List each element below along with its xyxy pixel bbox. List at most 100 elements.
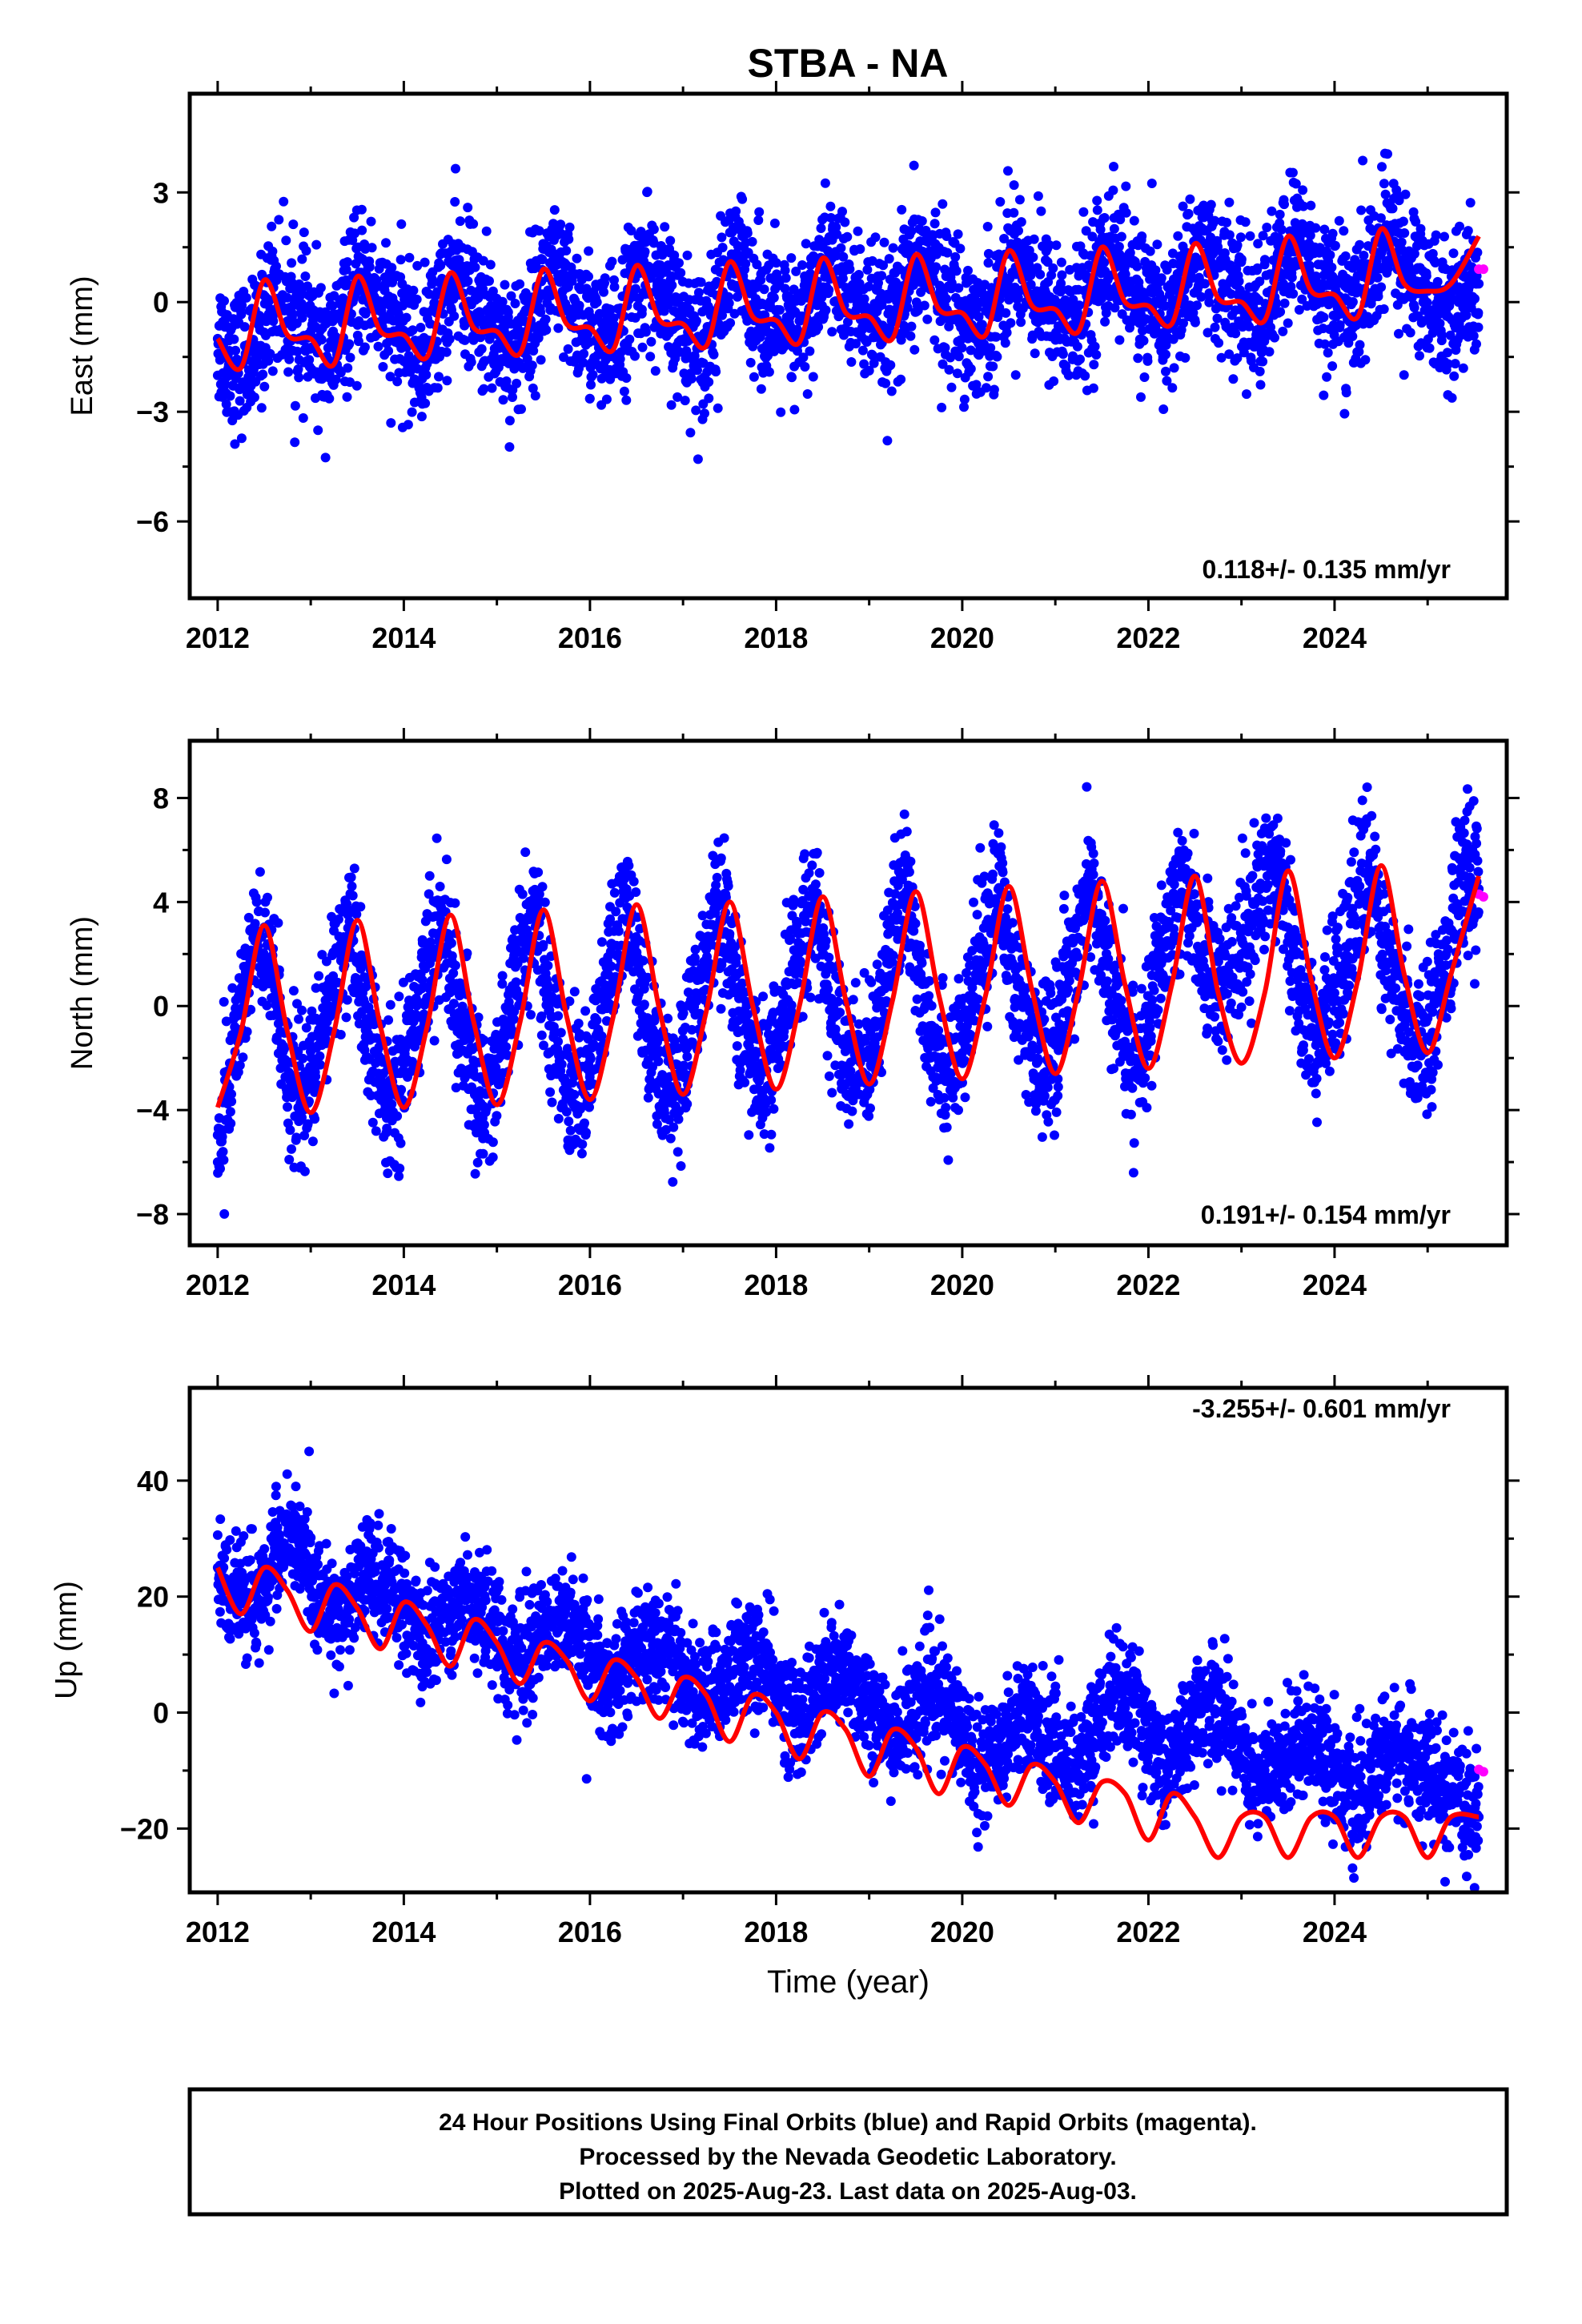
north-data-point (324, 988, 335, 998)
up-data-point (1367, 1777, 1377, 1787)
north-model-line (215, 862, 1481, 1116)
up-data-point (250, 1603, 260, 1614)
north-x-tick-label: 2012 (186, 1269, 250, 1301)
up-data-point (1143, 1731, 1154, 1741)
east-data-point (1460, 290, 1470, 300)
up-y-tick-label: 0 (153, 1697, 169, 1730)
north-data-point (1255, 884, 1265, 895)
north-rate-annotation: 0.191+/- 0.154 mm/yr (1201, 1200, 1451, 1229)
north-data-point (492, 1074, 502, 1084)
north-data-point (1125, 1053, 1135, 1063)
up-data-point (920, 1690, 930, 1700)
up-y-tick-label: −20 (120, 1812, 169, 1845)
up-y-axis-label: Up (mm) (50, 1581, 83, 1699)
up-data-point (1348, 1800, 1359, 1811)
north-data-point (771, 1053, 781, 1063)
up-data-point (1050, 1742, 1061, 1752)
east-model-line (215, 226, 1481, 372)
up-data-point (640, 1632, 651, 1642)
up-x-tick-label: 2022 (1116, 1916, 1180, 1948)
up-data-point (361, 1568, 371, 1578)
up-rapid-orbit-point (1478, 1767, 1488, 1777)
north-data-point (1050, 1039, 1061, 1050)
up-data-point (1255, 1777, 1265, 1787)
up-data-point (1403, 1754, 1414, 1764)
north-data-point (1180, 870, 1191, 881)
east-plot-frame (187, 91, 1509, 601)
up-data-point (1311, 1736, 1321, 1747)
north-data-point (715, 897, 725, 907)
north-data-point (1460, 870, 1470, 881)
east-data-point (1218, 279, 1228, 289)
up-data-point (938, 1696, 949, 1707)
up-data-point (1274, 1765, 1284, 1775)
north-data-point (1236, 949, 1247, 959)
up-plot-frame (187, 1385, 1509, 1895)
up-data-point (231, 1591, 242, 1602)
north-data-point (548, 1022, 558, 1032)
north-plot-frame (187, 738, 1509, 1248)
up-data-point (789, 1713, 800, 1723)
up-data-point (678, 1667, 689, 1677)
figure-title: STBA - NA (748, 41, 949, 86)
east-rapid-orbit-point (1478, 264, 1488, 275)
north-data-point (1106, 988, 1116, 998)
up-data-point (287, 1534, 297, 1544)
north-data-point (845, 1066, 856, 1076)
east-data-point (1311, 275, 1321, 285)
north-data-point (1311, 1039, 1321, 1050)
north-data-point (417, 975, 428, 985)
east-final-orbit-points (212, 148, 1484, 464)
up-data-point (1069, 1765, 1079, 1775)
north-data-point (957, 1047, 967, 1058)
up-data-point (901, 1719, 912, 1729)
north-data-point (510, 962, 520, 972)
east-y-axis-label: East (mm) (66, 275, 99, 416)
up-data-point (529, 1638, 540, 1648)
up-data-point (380, 1580, 391, 1590)
east-panel: 2012 2014 2016 2018 2020 2022 2024 −6 −3 0 3 East (… (66, 81, 1520, 654)
up-x-tick-label: 2012 (186, 1916, 250, 1948)
north-data-point (1013, 995, 1023, 1006)
up-data-point (1236, 1742, 1247, 1752)
north-data-point (1348, 910, 1359, 920)
up-x-tick-label: 2018 (744, 1916, 808, 1948)
up-data-point (548, 1609, 558, 1619)
north-x-tick-label: 2024 (1303, 1269, 1367, 1301)
north-data-point (361, 1014, 371, 1024)
north-x-tick-label: 2020 (930, 1269, 994, 1301)
north-data-point (678, 1066, 689, 1076)
north-y-tick-label: 8 (153, 782, 169, 814)
north-data-point (529, 910, 540, 920)
north-data-point (938, 1063, 949, 1074)
x-axis-label: Time (year) (767, 1964, 930, 2000)
east-data-point (1125, 282, 1135, 292)
north-y-tick-label: −4 (136, 1094, 169, 1127)
up-data-point (417, 1638, 428, 1648)
east-y-tick-label: 0 (153, 286, 169, 319)
north-data-point (1199, 962, 1210, 972)
up-data-point (1087, 1736, 1098, 1747)
north-data-point (1441, 949, 1452, 959)
north-data-point (622, 902, 632, 912)
up-data-point (715, 1679, 725, 1689)
north-data-point (1329, 988, 1339, 998)
north-y-axis-label: North (mm) (66, 916, 99, 1070)
east-y-tick-label: −3 (136, 396, 169, 428)
up-x-tick-label: 2014 (371, 1916, 436, 1948)
up-x-tick-label: 2024 (1303, 1916, 1367, 1948)
north-data-point (455, 1014, 465, 1024)
north-data-point (1162, 936, 1172, 947)
up-data-point (436, 1614, 446, 1625)
north-data-point (1087, 881, 1098, 891)
east-data-point (1403, 271, 1414, 282)
footer-box (187, 2087, 1509, 2217)
up-data-point (604, 1679, 614, 1689)
north-y-tick-label: −8 (136, 1198, 169, 1231)
east-x-tick-label: 2018 (744, 621, 808, 654)
east-data-point (845, 293, 856, 304)
north-data-point (399, 1066, 409, 1076)
north-data-point (306, 1079, 316, 1089)
east-data-point (250, 348, 260, 359)
up-x-tick-label: 2016 (558, 1916, 622, 1948)
